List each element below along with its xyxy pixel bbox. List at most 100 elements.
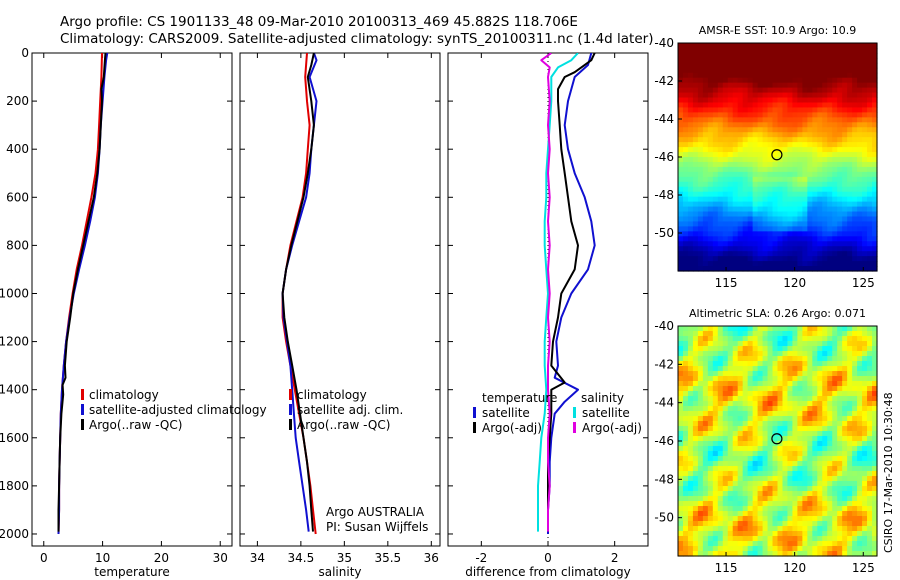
sla-map-cell [682, 431, 689, 437]
sla-map-cell [817, 461, 823, 467]
sla-map-cell [687, 431, 694, 437]
sst-map-cell [767, 107, 774, 113]
sla-map-cell [867, 341, 873, 347]
sla-map-cell [787, 521, 794, 527]
sla-map-cell [837, 381, 843, 387]
sst-map-cell [797, 43, 803, 49]
sst-map-cell [772, 67, 779, 74]
sst-map-cell [747, 181, 754, 188]
sla-map [677, 325, 878, 557]
sst-map-cell [812, 231, 818, 237]
sla-map-cell [678, 451, 684, 457]
sla-map-cell [847, 371, 853, 377]
sla-map-cell [772, 436, 779, 442]
sla-map-cell [752, 451, 759, 457]
temperature-xtick-label: 30 [213, 551, 228, 565]
sst-map-cell [782, 161, 789, 168]
sst-map-cell [737, 147, 744, 153]
sst-map-cell [812, 196, 818, 203]
sla-map-cell [678, 546, 684, 552]
sla-map-cell [792, 376, 798, 382]
sla-map-cell [717, 496, 724, 502]
sst-map-cell [832, 261, 838, 267]
sla-map-cell [712, 396, 719, 402]
sla-map-cell [717, 361, 724, 367]
sst-map-cell [837, 127, 843, 133]
sst-map-cell [792, 186, 798, 193]
sla-map-cell [762, 431, 769, 437]
sst-map-cell [832, 256, 838, 262]
sst-map-cell [827, 112, 833, 118]
sla-map-cell [697, 476, 704, 482]
sst-map-cell [762, 241, 769, 247]
sst-map-cell [807, 216, 813, 223]
sst-map-cell [737, 62, 744, 69]
sst-map-cell [772, 52, 779, 59]
sst-map-cell [792, 97, 798, 104]
sla-map-cell [847, 511, 853, 517]
sla-map-cell [847, 471, 853, 477]
sst-map-cell [732, 176, 739, 183]
sst-map-cell [832, 221, 838, 227]
sst-map-cell [777, 236, 784, 242]
sst-map-cell [777, 52, 784, 59]
sla-map-cell [822, 501, 828, 507]
sst-map-cell [802, 57, 808, 64]
sst-map-cell [742, 77, 749, 84]
sla-map-cell [757, 431, 764, 437]
sst-map-cell [867, 266, 873, 272]
sla-map-cell [777, 526, 784, 532]
sla-map-cell [797, 521, 803, 527]
sla-map-cell [817, 326, 823, 332]
sst-map-cell [697, 112, 704, 118]
sla-map-cell [842, 401, 848, 407]
sla-map-cell [862, 491, 868, 497]
sst-map-cell [787, 161, 794, 168]
sst-map-cell [687, 77, 694, 84]
sst-map-cell [827, 216, 833, 223]
sst-map-cell [727, 181, 734, 188]
sst-map-cell [678, 102, 684, 109]
sst-map-cell [682, 157, 689, 163]
sst-map-cell [842, 261, 848, 267]
sst-map-cell [707, 241, 714, 247]
sst-map-cell [857, 186, 863, 193]
sst-map-cell [857, 142, 863, 148]
sla-map-cell [752, 511, 759, 517]
sst-map-cell [692, 117, 699, 123]
sst-map-cell [847, 176, 853, 183]
sla-map-cell [872, 511, 878, 517]
sst-map-cell [752, 266, 759, 272]
sst-map-ytick-label: -46 [654, 150, 674, 164]
sst-map-cell [797, 166, 803, 173]
sst-map-cell [787, 266, 794, 272]
sla-map-cell [782, 371, 789, 377]
sst-map-cell [747, 52, 754, 59]
sla-map-cell [737, 546, 744, 552]
sla-map-cell [742, 371, 749, 377]
sst-map-cell [807, 251, 813, 257]
sla-map-cell [772, 531, 779, 537]
sst-map-cell [802, 236, 808, 242]
sst-map-cell [762, 216, 769, 223]
sla-map-cell [837, 416, 843, 422]
sla-map-cell [697, 426, 704, 432]
sst-map-cell [852, 236, 858, 242]
sla-map-cell [812, 356, 818, 362]
sla-map-cell [727, 386, 734, 392]
sst-map-cell [772, 171, 779, 178]
sst-map-cell [787, 221, 794, 227]
sst-map-cell [797, 107, 803, 113]
sla-map-cell [692, 411, 699, 417]
sst-map-cell [767, 191, 774, 198]
legend-header-salinity: salinity [581, 391, 624, 405]
sst-map-cell [792, 57, 798, 64]
sst-map-cell [752, 206, 759, 213]
sst-map-cell [697, 102, 704, 109]
sla-map-cell [807, 516, 813, 522]
sla-map-cell [862, 466, 868, 472]
sst-map-cell [727, 97, 734, 104]
sla-map-cell [752, 411, 759, 417]
sla-map-cell [762, 396, 769, 402]
sst-map-cell [747, 112, 754, 118]
